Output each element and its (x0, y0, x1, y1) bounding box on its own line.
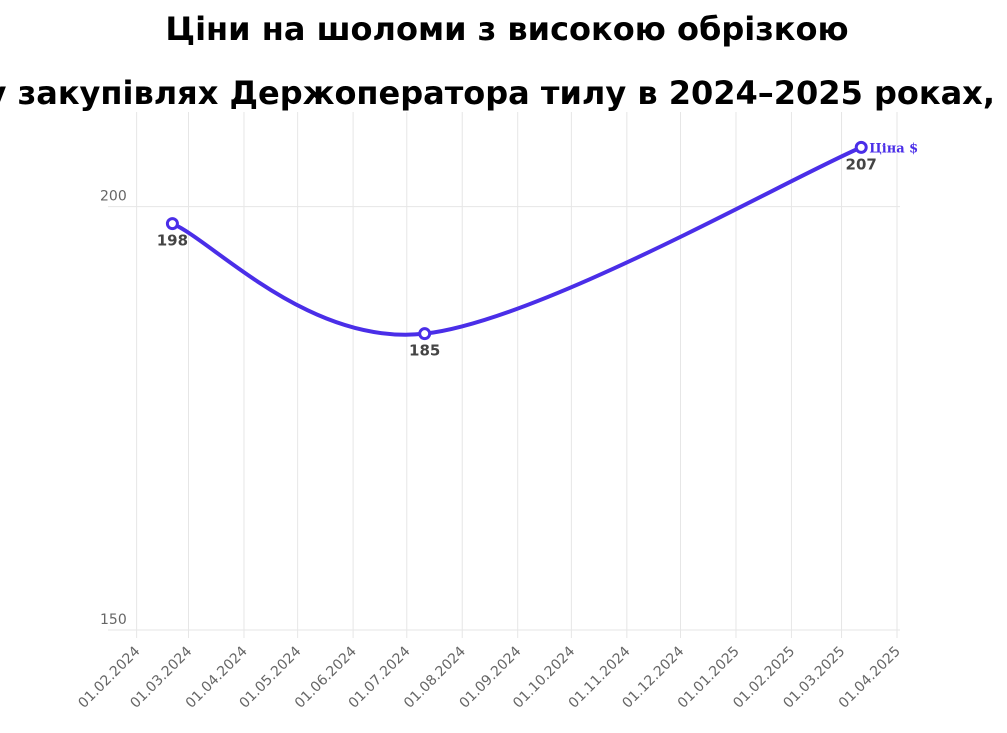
data-label: 207 (846, 155, 877, 173)
point (854, 140, 868, 154)
legend-label: Ціна $ (869, 141, 918, 156)
y-tick-label: 150 (100, 612, 127, 628)
point (165, 217, 179, 231)
chart-title-line: Ціни на шоломи з високою обрізкою у закуп… (0, 10, 1007, 112)
line (171, 145, 863, 337)
point (418, 327, 432, 341)
y-tick-label: 200 (100, 189, 127, 205)
data-label: 185 (409, 342, 440, 360)
data-label: 198 (157, 232, 188, 250)
